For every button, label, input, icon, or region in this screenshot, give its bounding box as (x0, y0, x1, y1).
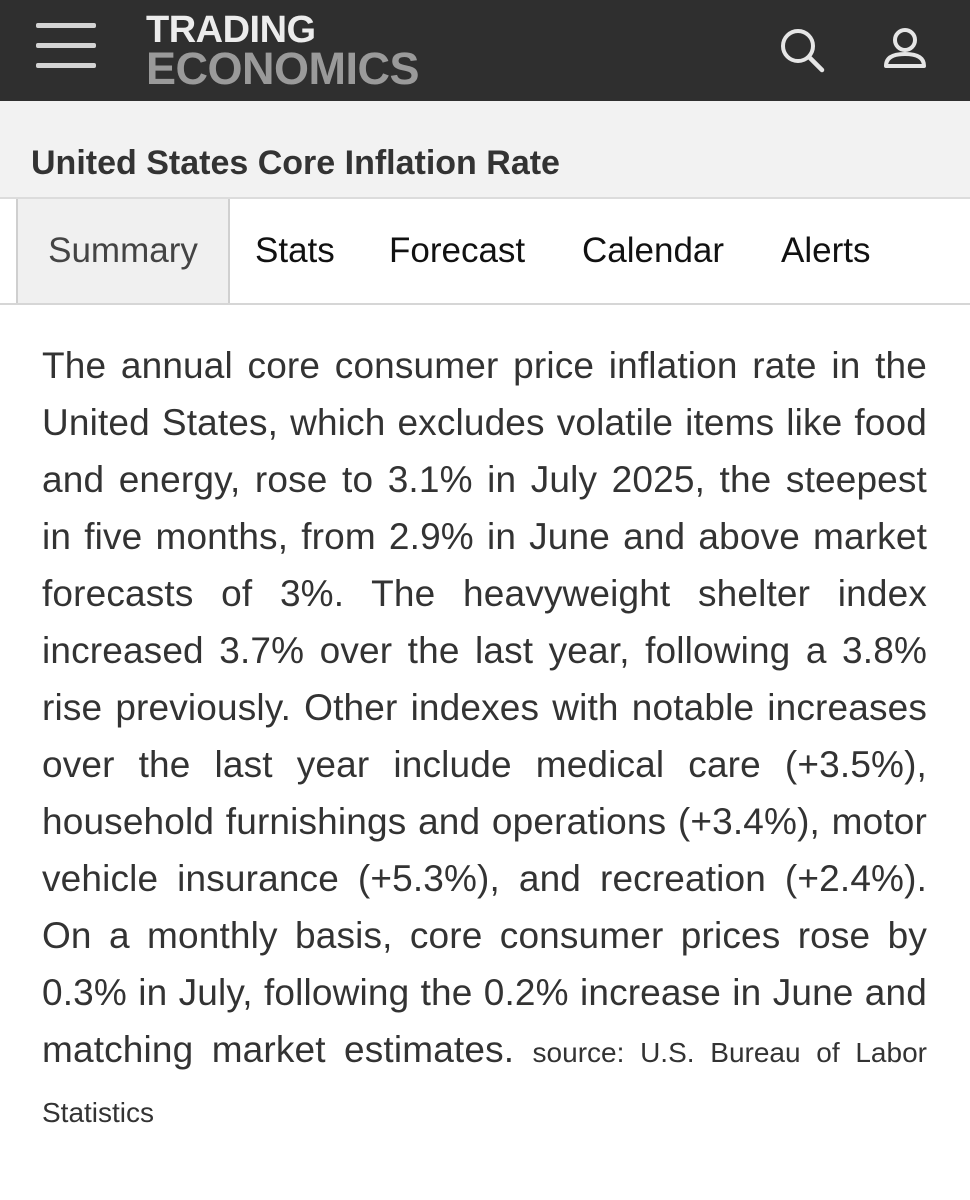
top-navigation-bar: TRADING ECONOMICS (0, 0, 970, 101)
tab-forecast[interactable]: Forecast (389, 231, 526, 270)
trading-economics-logo[interactable]: TRADING ECONOMICS (146, 9, 446, 94)
hamburger-menu-icon[interactable] (36, 22, 98, 72)
summary-text: The annual core consumer price inflation… (42, 345, 927, 1070)
tab-bar: Summary Stats Forecast Calendar Alerts (0, 199, 970, 305)
tab-stats[interactable]: Stats (255, 231, 335, 270)
logo-line-1: TRADING (146, 9, 316, 51)
summary-content: The annual core consumer price inflation… (42, 337, 927, 1141)
page-title: United States Core Inflation Rate (31, 144, 560, 182)
user-icon[interactable] (880, 26, 930, 76)
tab-calendar[interactable]: Calendar (582, 231, 725, 270)
tab-bar-divider (16, 199, 18, 303)
logo-line-2: ECONOMICS (146, 43, 420, 94)
tab-summary[interactable]: Summary (18, 199, 230, 303)
search-icon[interactable] (778, 26, 828, 76)
title-bar: United States Core Inflation Rate (0, 101, 970, 199)
tab-alerts[interactable]: Alerts (781, 231, 871, 270)
source-attribution: source: U.S. Bureau of Labor Statistics (42, 1037, 927, 1128)
